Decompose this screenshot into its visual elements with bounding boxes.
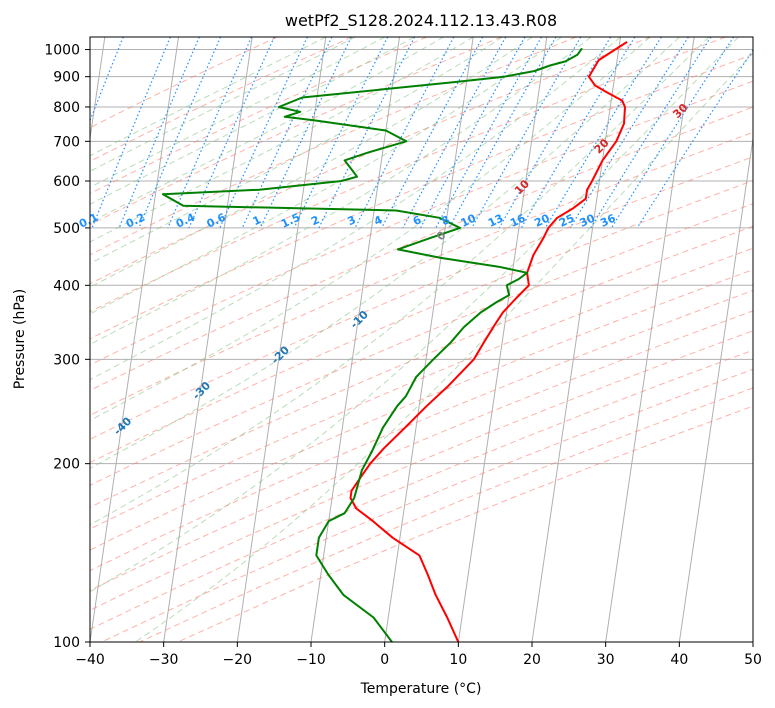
y-axis-label: Pressure (hPa) <box>12 289 28 389</box>
mixing-ratio-line <box>435 37 543 229</box>
series-lines <box>161 41 628 642</box>
dry-adiabat-line <box>90 225 753 509</box>
moist-adiabat-line <box>90 37 651 422</box>
chart-title: wetPf2_S128.2024.112.13.43.R08 <box>285 11 557 31</box>
mixing-ratio-line <box>448 37 557 229</box>
mixing-ratio-line <box>167 37 253 229</box>
x-tick-label: 0 <box>380 652 389 668</box>
x-tick-label: −40 <box>75 652 105 668</box>
moist-adiabat-line <box>90 37 710 526</box>
mixing-ratio-label: 20 <box>532 211 552 229</box>
dry-adiabat-line <box>90 37 726 313</box>
dry-adiabat-line <box>90 180 753 464</box>
dry-adiabat-line <box>90 80 753 366</box>
y-tick-label: 100 <box>53 635 80 651</box>
dry-adiabat-line <box>101 368 753 642</box>
x-tick-label: 30 <box>597 652 615 668</box>
y-tick-label: 500 <box>53 221 80 237</box>
x-axis-label: Temperature (°C) <box>360 681 482 697</box>
mixing-ratio-line <box>118 37 200 229</box>
dewpoint-profile-line <box>161 47 583 642</box>
y-tick-label: 1000 <box>44 43 80 59</box>
y-axis: 1000 900 800 700 600 500 400 300 200 100 <box>44 43 90 651</box>
y-tick-label: 700 <box>53 134 80 150</box>
y-tick-label: 800 <box>53 100 80 116</box>
mixing-ratio-label: 36 <box>598 211 618 229</box>
y-tick-label: 400 <box>53 278 80 294</box>
y-tick-label: 200 <box>53 457 80 473</box>
moist-adiabat-line <box>90 37 562 315</box>
x-tick-label: 50 <box>744 652 762 668</box>
mixing-ratio-line <box>420 37 526 229</box>
mixing-ratio-line <box>610 37 735 229</box>
dry-adiabat-line <box>90 156 753 440</box>
plot-frame <box>89 36 754 643</box>
moist-adiabat-line <box>90 37 444 223</box>
plot-background <box>90 37 753 642</box>
mixing-ratio-line <box>138 37 222 229</box>
mixing-ratio-label: 13 <box>486 212 505 230</box>
moist-adiabat-line <box>135 52 753 642</box>
mixing-ratio-line <box>381 37 484 229</box>
mixing-ratio-line <box>544 37 662 229</box>
dry-adiabat-line <box>90 106 753 392</box>
mixing-ratio-label: 10 <box>459 211 479 229</box>
moist-adiabat-line <box>90 37 386 188</box>
dry-adiabat-line <box>90 37 353 162</box>
dry-adiabat-line <box>90 289 753 572</box>
isotherm-line <box>605 37 695 642</box>
isotherm-line <box>236 37 327 642</box>
dry-adiabat-line <box>90 310 753 592</box>
dry-adiabat-line <box>90 37 427 195</box>
mixing-ratio-line <box>91 37 171 229</box>
x-axis: −40 −30 −20 −10 0 10 20 30 40 50 <box>75 642 762 668</box>
isotherm-line <box>678 134 753 642</box>
x-tick-label: −10 <box>296 652 326 668</box>
isotherm-line <box>163 37 253 642</box>
y-tick-label: 300 <box>53 352 80 368</box>
moist-adiabat-line <box>90 37 356 172</box>
x-tick-label: 40 <box>670 652 688 668</box>
moist-adiabat-line <box>90 37 474 243</box>
dry-adiabat-line <box>90 349 753 630</box>
mixing-ratio-line <box>402 37 507 229</box>
mixing-ratio-label: 25 <box>557 212 576 230</box>
mixing-ratio-line <box>318 37 416 229</box>
x-tick-label: 20 <box>523 652 541 668</box>
dry-adiabat-line <box>90 247 753 530</box>
isotherm-line <box>90 37 179 642</box>
moist-adiabat-line <box>90 37 592 346</box>
x-tick-label: −20 <box>223 652 253 668</box>
moist-adiabat-line <box>90 37 327 157</box>
mixing-ratio-label: 30 <box>578 211 598 229</box>
mixing-ratio-line <box>569 37 689 229</box>
y-tick-label: 600 <box>53 174 80 190</box>
mixing-ratio-line <box>590 37 712 229</box>
moist-adiabat-line <box>90 37 533 288</box>
mixing-ratio-line <box>520 37 636 229</box>
dry-adiabat-line <box>90 37 651 285</box>
mixing-ratio-line <box>354 37 455 229</box>
temperature-profile-line <box>349 41 628 642</box>
mixing-ratio-line <box>90 37 124 123</box>
y-tick-label: 900 <box>53 70 80 86</box>
dry-adiabat-line <box>90 131 753 416</box>
x-tick-label: −30 <box>149 652 179 668</box>
moist-adiabat-line <box>90 37 680 469</box>
mixing-ratio-label: 16 <box>508 211 528 229</box>
mixing-ratio-line <box>636 49 753 229</box>
dry-adiabat-line <box>90 53 753 340</box>
x-tick-label: 10 <box>449 652 467 668</box>
